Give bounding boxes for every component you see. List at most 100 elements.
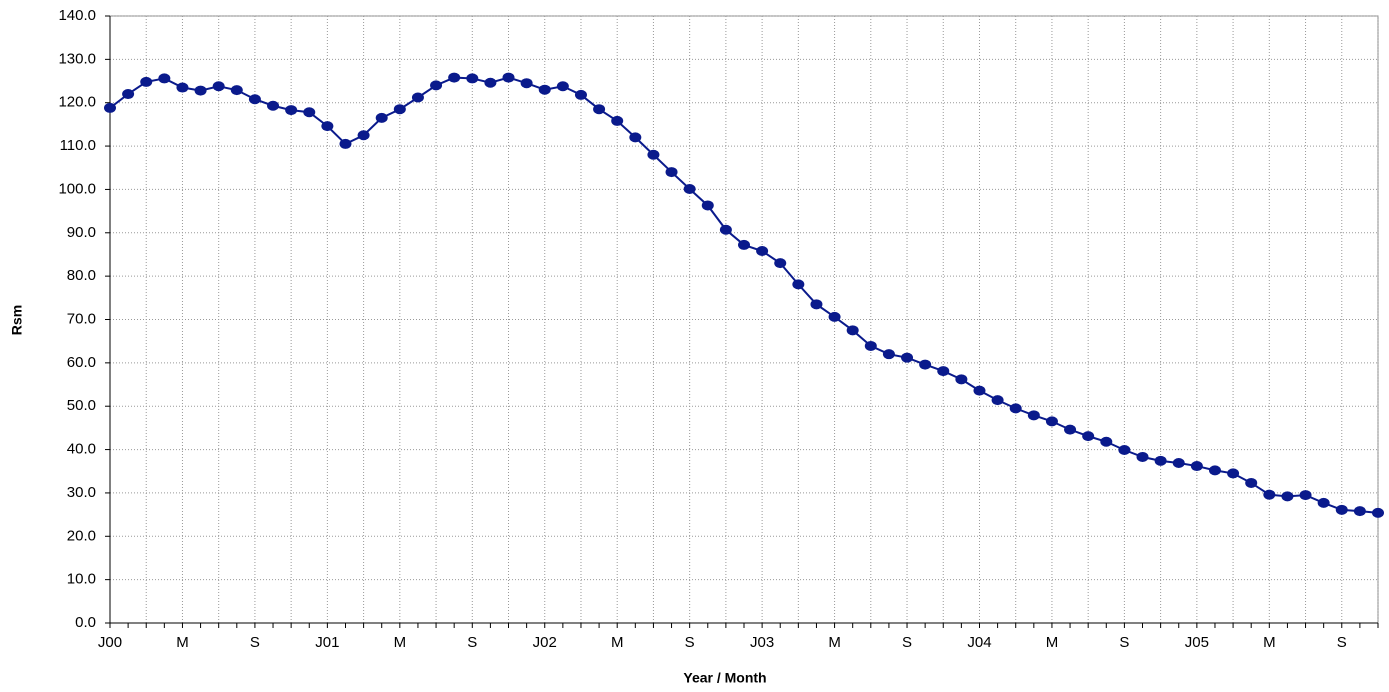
y-tick-label: 120.0 [58,94,96,111]
x-tick-label: M [394,634,407,651]
x-tick-label: S [467,634,477,651]
data-point [828,311,841,322]
data-point [1154,455,1167,466]
x-axis-title: Year / Month [683,670,766,686]
y-tick-label: 110.0 [60,137,96,154]
data-point [140,76,153,87]
x-tick-label: S [1337,634,1347,651]
x-tick-label: J05 [1185,634,1209,651]
data-point [574,89,587,100]
x-tick-label: J04 [967,634,991,651]
y-tick-label: 70.0 [67,310,96,327]
data-point [1317,497,1330,508]
data-point [593,104,606,115]
data-point [1136,451,1149,462]
y-axis-title: Rsm [9,305,25,335]
data-point [774,258,787,269]
y-tick-label: 60.0 [67,354,96,371]
y-tick-label: 40.0 [67,441,96,458]
x-tick-label: M [611,634,624,651]
data-point [122,89,135,100]
data-point [321,121,334,132]
data-point [357,130,370,141]
data-point [1190,461,1203,472]
data-point [792,279,805,290]
data-point [1263,489,1276,500]
data-point [1027,410,1040,421]
data-point [339,138,352,149]
data-point [176,82,189,93]
x-tick-label: J01 [315,634,339,651]
data-point [484,77,497,88]
data-point [1208,465,1221,476]
x-tick-label: J03 [750,634,774,651]
data-point [647,149,660,160]
data-point [1299,490,1312,501]
data-point [683,183,696,194]
data-point [1335,504,1348,515]
x-tick-label: M [176,634,189,651]
data-point [719,224,732,235]
data-point [267,100,280,111]
data-point [810,299,823,310]
data-point [375,112,388,123]
data-point [538,84,551,95]
series-line [109,76,1379,514]
data-point [846,325,859,336]
data-point [901,352,914,363]
data-point [448,72,461,83]
x-tick-label: S [250,634,260,651]
x-tick-label: M [1263,634,1276,651]
y-tick-label: 30.0 [67,484,96,501]
data-point [738,239,750,250]
data-point [1172,458,1185,469]
data-point [520,78,533,89]
data-point [756,245,769,256]
data-point [248,94,261,105]
data-point [1082,431,1095,442]
data-point [1227,468,1240,479]
y-tick-label: 130.0 [58,50,96,67]
y-tick-label: 50.0 [67,397,96,414]
data-point [991,395,1004,406]
x-tick-label: M [1046,634,1059,651]
data-point [411,92,424,103]
data-point [701,200,714,211]
data-point [393,104,406,115]
data-point [1100,436,1113,447]
x-tick-label: S [1119,634,1129,651]
data-point [466,73,479,84]
data-point [285,105,298,116]
data-point [1118,445,1131,456]
x-tick-label: S [902,634,912,651]
data-point [104,102,116,113]
data-point [230,85,243,96]
data-point [1372,507,1384,518]
data-point [882,349,895,360]
data-point [430,80,443,91]
y-tick-label: 20.0 [67,527,96,544]
y-tick-label: 100.0 [58,180,96,197]
data-point [158,73,171,84]
y-tick-label: 140.0 [58,7,96,24]
x-tick-label: S [685,634,695,651]
data-point [1281,491,1294,502]
data-point [1353,506,1366,517]
data-point [303,107,316,118]
x-tick-label: J02 [533,634,557,651]
y-tick-label: 10.0 [67,571,96,588]
data-point [502,72,515,83]
data-point [611,115,624,126]
y-tick-label: 0.0 [75,614,96,631]
data-point [665,167,678,178]
data-point [1045,416,1058,427]
data-point [194,85,207,96]
data-point [1064,424,1077,435]
x-tick-label: J00 [98,634,122,651]
x-tick-label: M [828,634,841,651]
y-tick-label: 80.0 [67,267,96,284]
data-point [864,340,877,351]
data-point [556,81,569,92]
y-tick-label: 90.0 [67,224,96,241]
